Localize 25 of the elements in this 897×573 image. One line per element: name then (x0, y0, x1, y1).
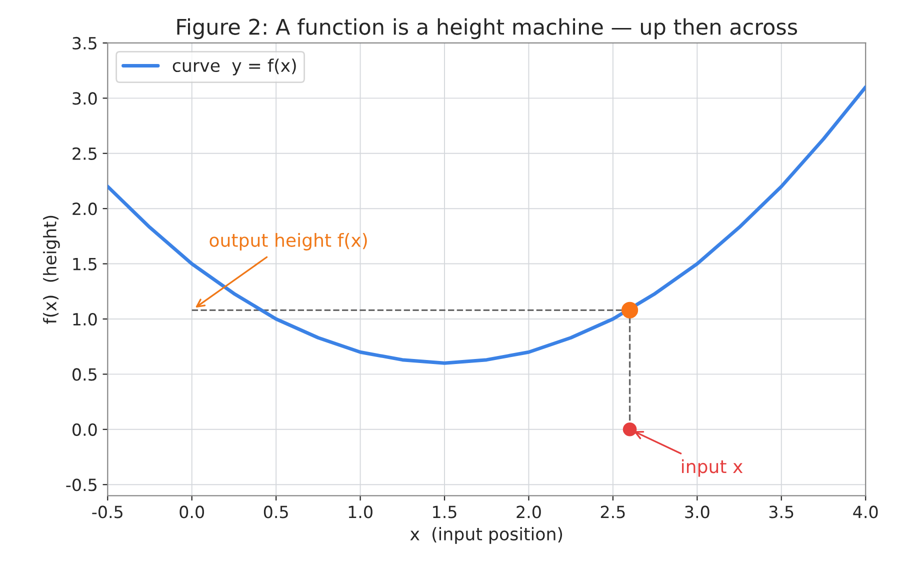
y-tick-label: 3.0 (72, 92, 97, 105)
x-axis-title: x (input position) (410, 527, 562, 544)
x-tick-label: 4.0 (853, 506, 878, 518)
annotation: input x (682, 459, 743, 477)
y-tick-label: 0.5 (72, 368, 96, 381)
y-tick-label: 1.0 (73, 312, 97, 326)
annotation: output height f(x) (210, 232, 367, 250)
chart-title: Figure 2: A function is a height machine — up then across (177, 18, 798, 40)
x-tick-label: 0.5 (264, 506, 288, 518)
legend-label: curve y = f(x) (172, 58, 296, 76)
y-tick-label: 2.5 (72, 147, 96, 160)
x-tick-label: 3.0 (685, 506, 710, 518)
y-tick-label: 2.0 (72, 202, 97, 216)
x-tick-label: -0.5 (92, 506, 122, 518)
y-tick-label: -0.5 (66, 478, 96, 492)
x-tick-label: 1.5 (433, 506, 456, 518)
x-tick-label: 1.0 (348, 506, 372, 518)
y-tick-label: 3.5 (72, 36, 96, 50)
x-tick-label: 0.0 (180, 506, 204, 518)
y-tick-label: 0.0 (72, 423, 97, 436)
x-tick-label: 2.0 (516, 506, 541, 518)
x-tick-label: 3.5 (769, 506, 794, 518)
y-tick-label: 1.5 (73, 258, 96, 270)
x-tick-label: 2.5 (600, 506, 625, 518)
y-axis-title: f(x) (height) (43, 216, 60, 324)
